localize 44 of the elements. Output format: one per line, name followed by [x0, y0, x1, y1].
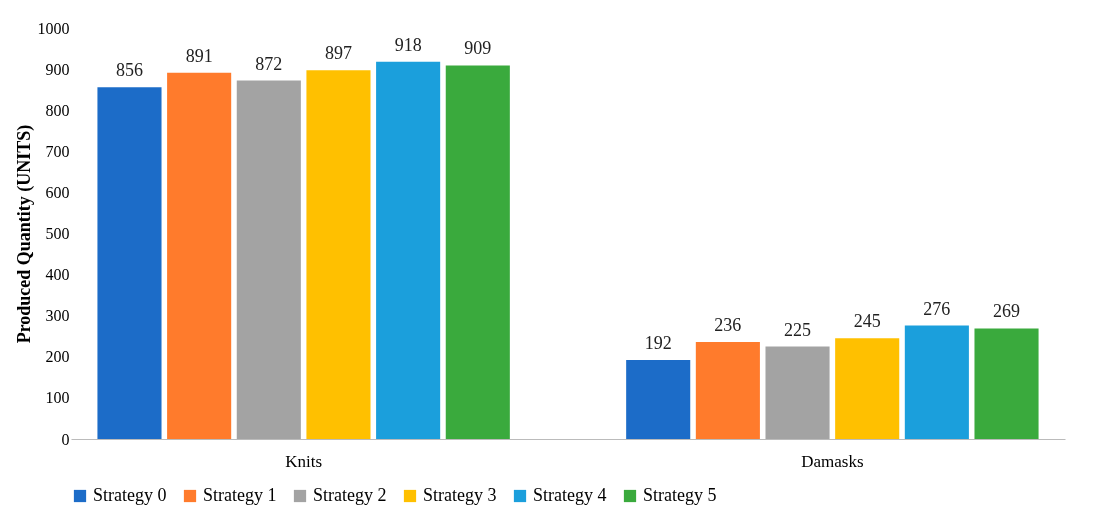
data-label: 856 [115, 60, 143, 81]
bar [167, 72, 232, 439]
y-tick-label: 600 [45, 183, 70, 201]
y-tick-label: 500 [45, 225, 70, 242]
y-axis-title: Produced Quantity (UNITS) [13, 124, 35, 344]
bar [835, 338, 900, 439]
data-label: 236 [714, 315, 742, 335]
y-tick-label: 900 [45, 60, 70, 78]
data-label: 245 [853, 311, 881, 332]
data-label: 276 [923, 298, 951, 319]
y-tick-label: 800 [45, 101, 70, 119]
bar [626, 360, 691, 439]
data-label: 909 [464, 38, 492, 59]
y-tick-label: 300 [45, 307, 70, 325]
y-tick-label: 1000 [37, 19, 70, 37]
data-label: 872 [255, 53, 283, 74]
data-label: 225 [784, 319, 812, 340]
legend-label: Strategy 0 [93, 485, 167, 505]
y-tick-label: 0 [61, 430, 70, 448]
bar [376, 61, 441, 439]
bar [904, 325, 969, 439]
y-tick-label: 200 [45, 348, 70, 366]
data-label: 897 [324, 43, 352, 64]
data-label: 192 [644, 333, 672, 354]
bar [974, 328, 1039, 439]
bar [236, 80, 301, 439]
legend-label: Strategy 2 [313, 485, 387, 505]
data-label: 269 [993, 301, 1021, 322]
data-label: 918 [394, 34, 422, 55]
y-tick-label: 700 [45, 142, 70, 160]
y-tick-label: 400 [45, 266, 70, 284]
legend-label: Strategy 5 [643, 485, 717, 505]
bar [445, 65, 510, 439]
bar [306, 70, 371, 439]
y-tick-label: 100 [45, 389, 70, 407]
legend-label: Strategy 3 [423, 485, 497, 505]
legend-label: Strategy 4 [533, 485, 607, 505]
x-tick-label: Knits [285, 451, 323, 471]
legend-label: Strategy 1 [203, 485, 277, 505]
x-tick-label: Damasks [801, 451, 864, 471]
data-label: 891 [185, 45, 213, 66]
bar [695, 342, 760, 439]
bar [765, 346, 830, 439]
bar [97, 87, 162, 439]
